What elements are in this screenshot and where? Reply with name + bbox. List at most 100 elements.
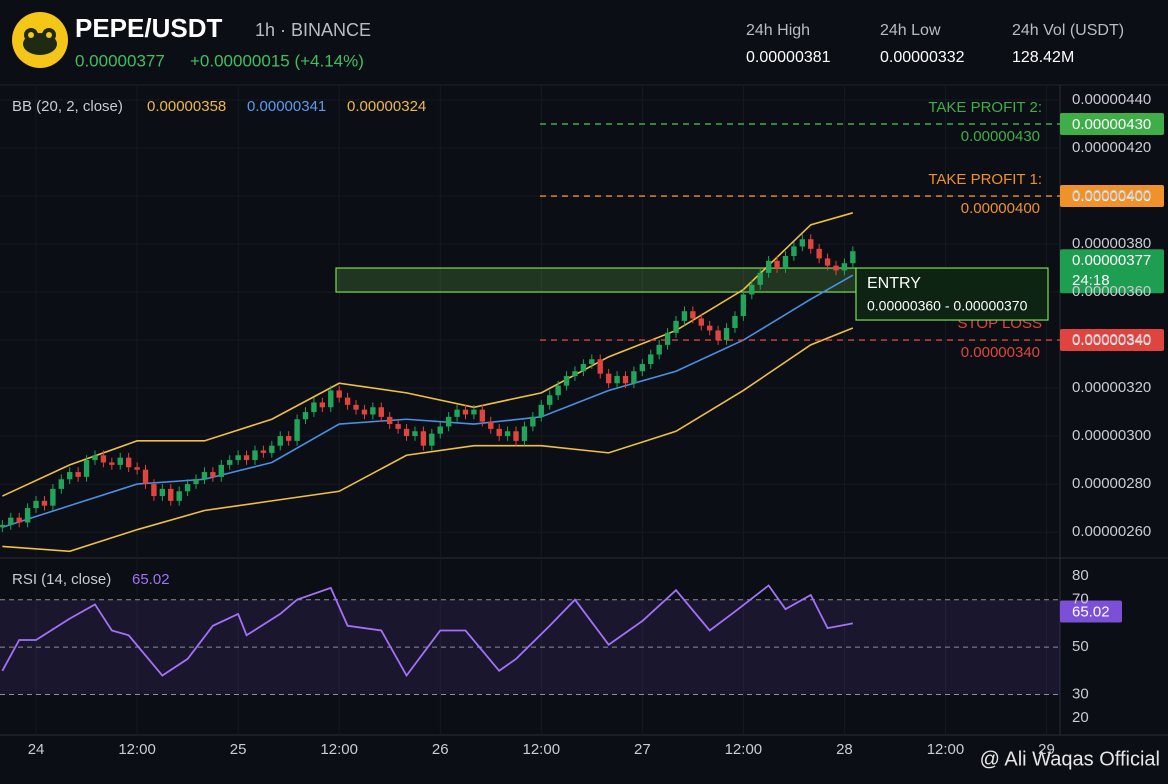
candle-body (41, 500, 48, 506)
candle-body (403, 428, 410, 437)
candle-body (656, 344, 662, 355)
candle-body (850, 251, 856, 264)
candle-body (757, 272, 763, 285)
x-tick-label: 12:00 (523, 741, 561, 758)
candle-body (50, 488, 56, 506)
candle-body (715, 330, 721, 341)
candle-body (580, 364, 587, 372)
candle-body (547, 395, 553, 405)
candle-body (100, 455, 107, 463)
candle-body (504, 431, 511, 437)
y-tick-label: 0.00000260 (1072, 523, 1151, 540)
candle-body (336, 390, 342, 398)
level-axis-box (1060, 185, 1164, 208)
y-tick-label: 0.00000420 (1072, 139, 1151, 156)
candle-body (252, 450, 258, 461)
candle-body (92, 455, 98, 461)
candle-body (462, 409, 469, 415)
candle-body (227, 460, 233, 465)
candle-body (605, 373, 612, 384)
candle-body (673, 320, 679, 333)
interval: 1h · BINANCE (255, 20, 371, 40)
last-price-countdown: 24:18 (1072, 272, 1110, 289)
rsi-tick-label: 80 (1072, 567, 1089, 584)
candle-body (833, 265, 839, 271)
candle-body (142, 469, 149, 485)
candle-body (184, 484, 191, 492)
candle-body (445, 416, 452, 427)
candle-body (841, 263, 848, 271)
level-axis-label: 0.00000430 (1072, 116, 1151, 133)
level-value: 0.00000430 (961, 128, 1040, 145)
candle-body (824, 258, 831, 266)
pair-title: PEPE/USDT (75, 13, 222, 43)
x-tick-label: 24 (28, 741, 45, 758)
candle-body (732, 316, 738, 329)
candle-body (454, 409, 460, 417)
candle-body (488, 421, 494, 429)
candle-body (538, 404, 544, 417)
stat-value: 128.42M (1012, 49, 1074, 66)
candle-body (521, 426, 528, 441)
candle-body (723, 328, 730, 341)
candle-body (353, 404, 359, 410)
rsi-legend-value: 65.02 (132, 571, 170, 588)
level-label: TAKE PROFIT 2: (928, 99, 1042, 116)
candle-body (799, 239, 806, 247)
candle-body (563, 376, 570, 386)
candle-body (589, 359, 595, 365)
bb-legend: BB (20, 2, close) (12, 98, 123, 115)
stat-label: 24h Low (880, 22, 941, 39)
candle-body (437, 426, 443, 434)
level-value: 0.00000400 (961, 200, 1040, 217)
candle-body (134, 467, 140, 470)
y-tick-label: 0.00000280 (1072, 475, 1151, 492)
candle-body (8, 517, 14, 525)
stat-label: 24h High (746, 22, 810, 39)
candle-body (648, 354, 654, 365)
candle-body (168, 488, 174, 501)
candle-body (530, 416, 536, 427)
candle-body (420, 431, 427, 446)
candle-body (639, 364, 646, 372)
candle-body (193, 479, 199, 485)
y-tick-label: 0.00000320 (1072, 379, 1151, 396)
x-tick-label: 27 (634, 741, 651, 758)
level-value: 0.00000340 (961, 344, 1040, 361)
candle-body (513, 431, 519, 441)
candle-body (24, 508, 31, 523)
stat-label: 24h Vol (USDT) (1012, 22, 1124, 39)
level-axis-box (1060, 329, 1164, 352)
candle-body (328, 390, 334, 408)
candle-body (631, 371, 637, 384)
candle-body (774, 260, 780, 269)
candle-body (277, 436, 283, 446)
y-tick-label: 0.00000380 (1072, 235, 1151, 252)
candle-body (0, 524, 6, 528)
candle-body (58, 479, 64, 489)
candle-body (159, 488, 166, 497)
rsi-current-box (1060, 600, 1122, 623)
candle-body (740, 294, 747, 317)
candle-body (176, 491, 182, 501)
candle-body (370, 407, 376, 415)
candle-body (285, 436, 292, 441)
candle-body (808, 239, 814, 249)
x-tick-label: 29 (1038, 741, 1055, 758)
candle-body (378, 407, 384, 417)
x-tick-label: 26 (432, 741, 449, 758)
candle-body (707, 325, 713, 331)
candle-body (302, 412, 309, 420)
entry-range: 0.00000360 - 0.00000370 (867, 298, 1028, 314)
x-tick-label: 12:00 (118, 741, 156, 758)
bollinger-band (2, 274, 854, 529)
y-tick-label: 0.00000360 (1072, 283, 1151, 300)
bb-legend-value: 0.00000341 (247, 98, 326, 115)
x-tick-label: 28 (836, 741, 853, 758)
candle-body (75, 472, 81, 477)
candle-body (597, 359, 603, 374)
candle-body (782, 256, 789, 269)
candle-body (83, 460, 90, 477)
candle-body (479, 409, 486, 422)
x-tick-label: 25 (230, 741, 247, 758)
